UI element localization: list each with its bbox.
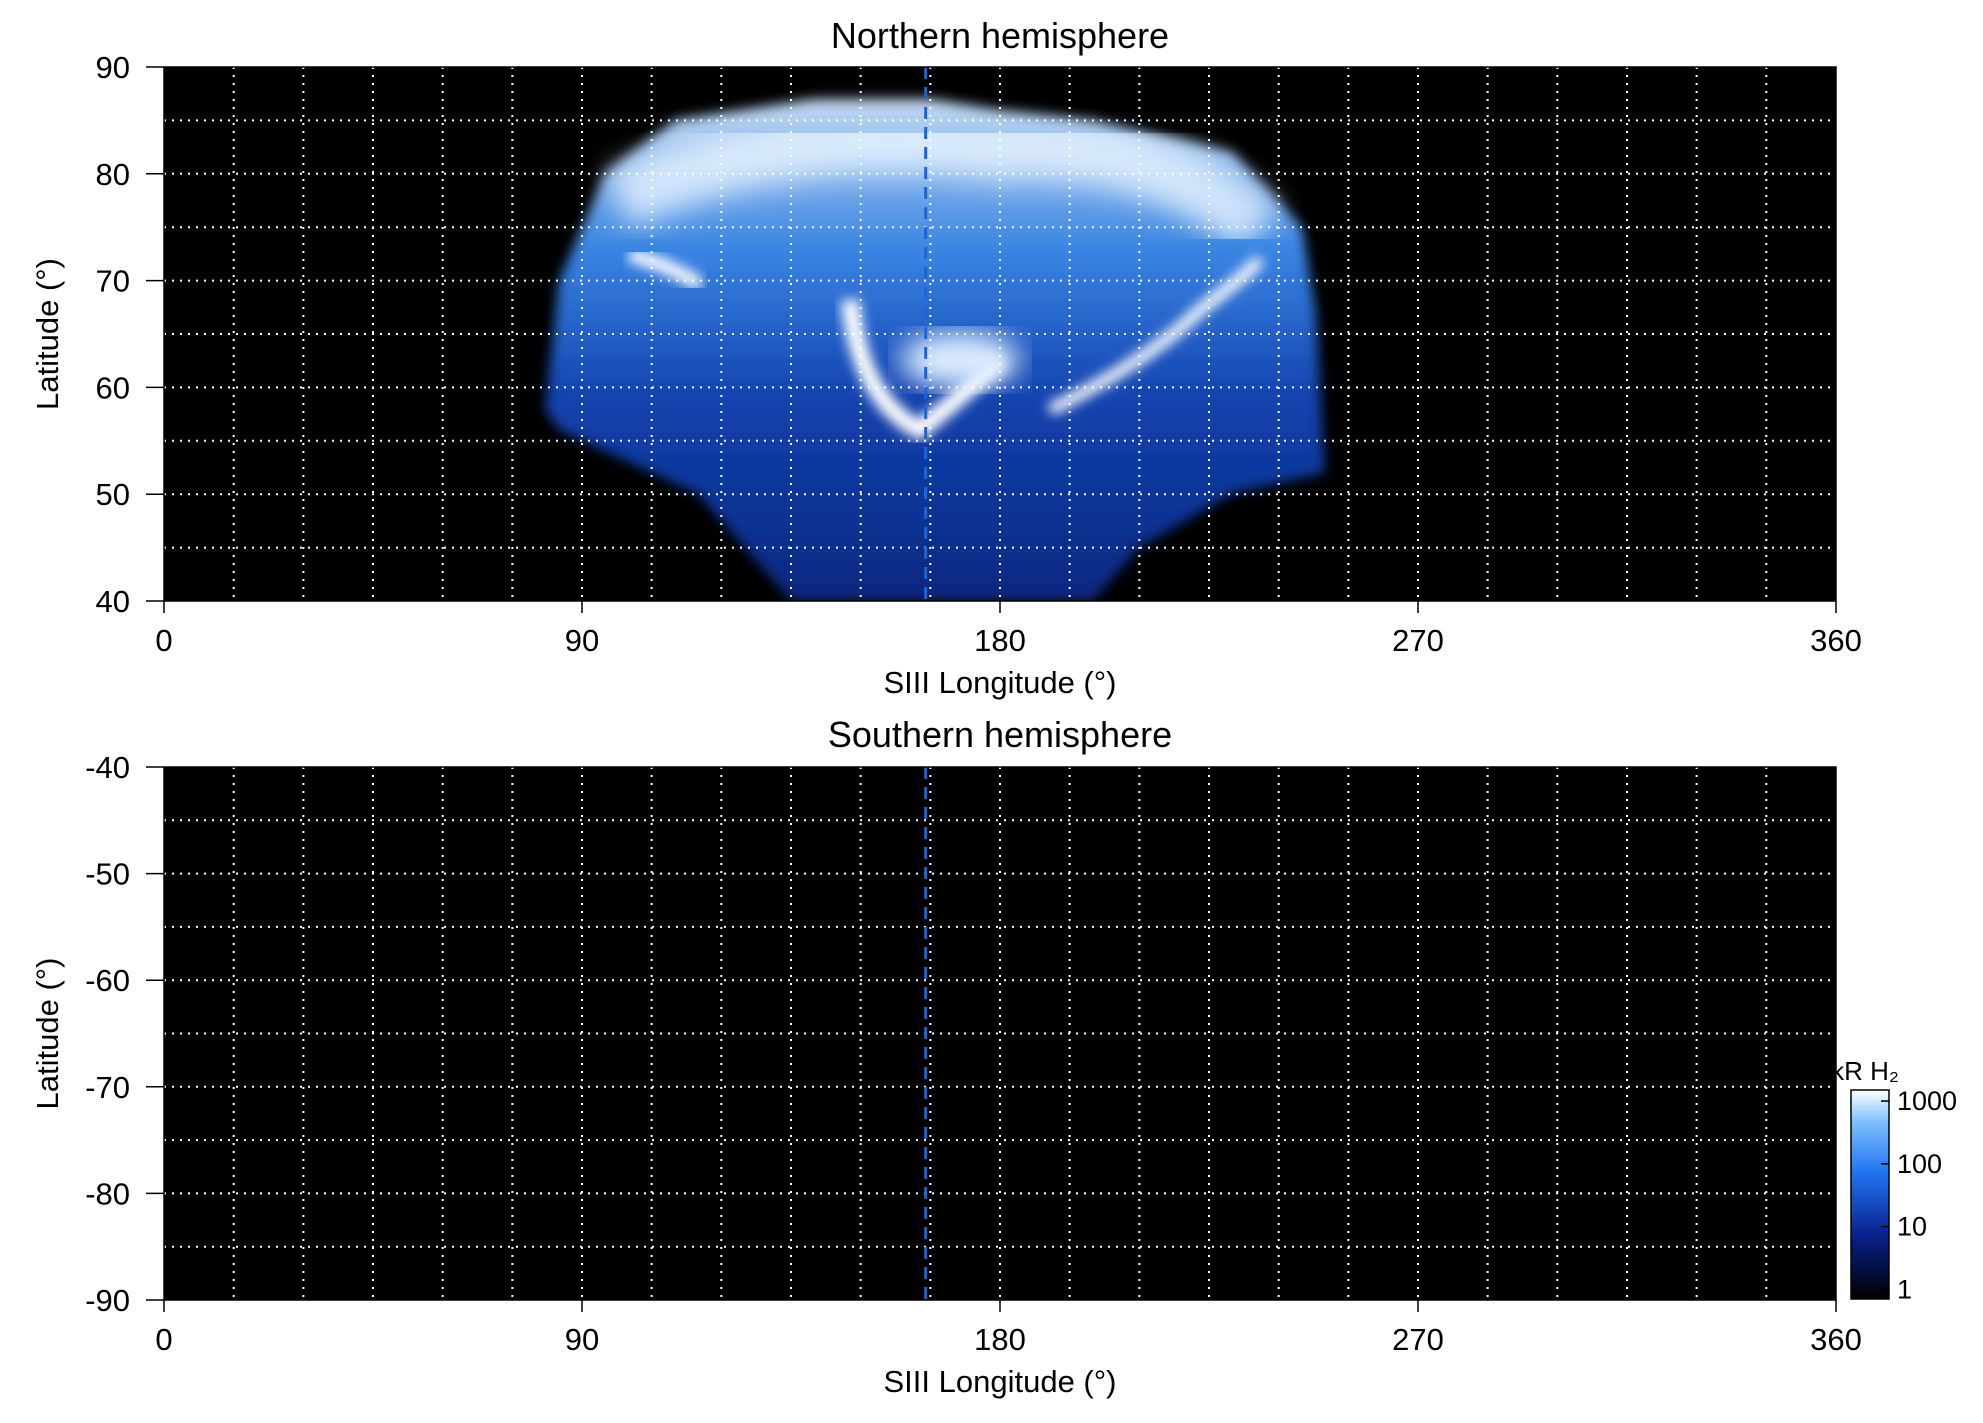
y-tick-label: 50 [96, 477, 130, 512]
x-tick-label: 270 [1392, 1322, 1444, 1357]
plot-area [164, 767, 1836, 1300]
x-tick-label: 90 [565, 623, 599, 658]
colorbar-tick-label: 100 [1897, 1149, 1942, 1179]
x-tick-label: 0 [155, 623, 172, 658]
x-tick-label: 180 [974, 623, 1026, 658]
y-tick-label: 90 [96, 50, 130, 85]
x-tick-label: 90 [565, 1322, 599, 1357]
x-axis-label: SIII Longitude (°) [884, 665, 1117, 700]
y-tick-label: 70 [96, 264, 130, 299]
y-axis-label: Latitude (°) [30, 258, 65, 410]
chart-title: Southern hemisphere [828, 714, 1172, 755]
x-tick-label: 180 [974, 1322, 1026, 1357]
colorbar-tick-label: 10 [1897, 1212, 1927, 1242]
colorbar-label: kR H₂ [1831, 1056, 1899, 1086]
aurora-image [545, 99, 1325, 601]
colorbar [1850, 1089, 1890, 1300]
y-tick-label: 40 [96, 584, 130, 619]
x-tick-label: 360 [1810, 1322, 1862, 1357]
y-tick-label: -50 [85, 857, 130, 892]
x-tick-label: 0 [155, 1322, 172, 1357]
chart-title: Northern hemisphere [831, 15, 1169, 56]
colorbar-tick-label: 1000 [1897, 1086, 1957, 1116]
x-tick-label: 360 [1810, 623, 1862, 658]
y-tick-label: -80 [85, 1176, 130, 1211]
y-tick-label: -60 [85, 963, 130, 998]
y-tick-label: 60 [96, 370, 130, 405]
y-tick-label: -70 [85, 1070, 130, 1105]
x-axis-label: SIII Longitude (°) [884, 1364, 1117, 1399]
y-tick-label: -40 [85, 750, 130, 785]
x-tick-label: 270 [1392, 623, 1444, 658]
y-tick-label: -90 [85, 1283, 130, 1318]
colorbar-tick-label: 1 [1897, 1274, 1912, 1304]
y-tick-label: 80 [96, 157, 130, 192]
y-axis-label: Latitude (°) [30, 958, 65, 1110]
